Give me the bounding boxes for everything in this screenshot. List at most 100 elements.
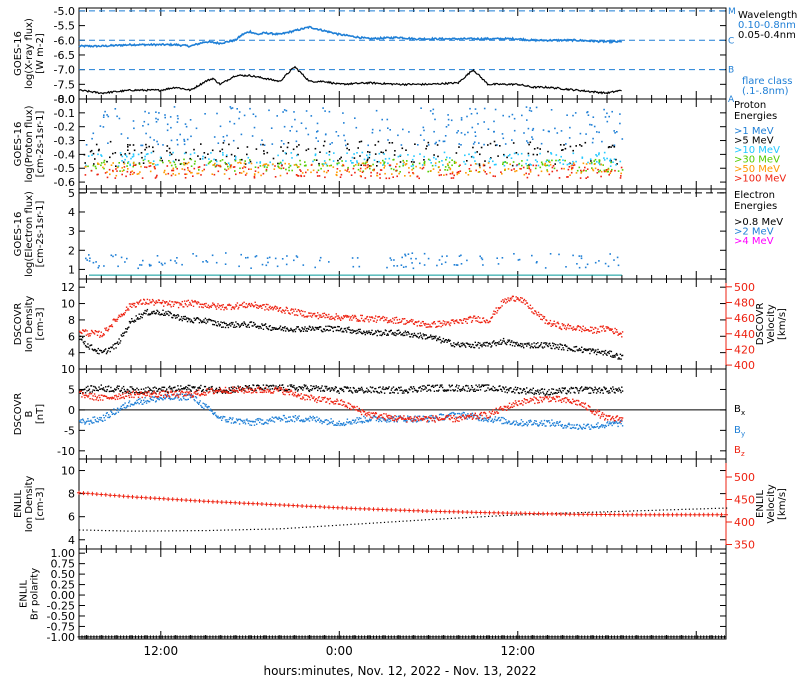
- data-point: [412, 421, 414, 423]
- data-point: [453, 390, 456, 392]
- data-point: [320, 167, 322, 170]
- data-point: [590, 161, 593, 164]
- data-point: [359, 167, 362, 170]
- data-point: [241, 420, 244, 422]
- data-point: [543, 317, 545, 319]
- data-point: [206, 390, 208, 392]
- data-point: [170, 126, 172, 129]
- data-point: [273, 168, 276, 170]
- data-point: [398, 172, 400, 175]
- data-point: [507, 297, 509, 299]
- data-point: [432, 416, 434, 419]
- data-point: [497, 155, 499, 157]
- data-point: [505, 419, 507, 421]
- data-point: [460, 414, 462, 416]
- data-point: [621, 425, 624, 427]
- data-point: [594, 386, 596, 388]
- data-point: [249, 160, 252, 163]
- data-point: [422, 389, 424, 391]
- data-point: [144, 155, 146, 158]
- data-point: [116, 396, 118, 398]
- data-point: [423, 164, 426, 166]
- data-point: [607, 421, 609, 423]
- data-point: [391, 387, 393, 390]
- data-point: [98, 148, 100, 151]
- data-point: [367, 144, 369, 147]
- data-point: [304, 161, 306, 163]
- data-point: [259, 421, 261, 424]
- data-point: [472, 389, 474, 391]
- data-point: [95, 143, 98, 146]
- data-point: [302, 328, 304, 330]
- data-point: [352, 167, 355, 170]
- data-point: [295, 163, 297, 166]
- data-point: [168, 386, 170, 389]
- legend-item: >50 MeV: [734, 164, 780, 175]
- data-point: [548, 389, 550, 391]
- y-label: GOES-16 log(X-ray flux) [W m-2]: [13, 18, 46, 89]
- data-point: [438, 389, 440, 391]
- data-point: [372, 333, 374, 336]
- data-point: [282, 150, 284, 152]
- data-point: [143, 299, 146, 301]
- data-point: [189, 301, 191, 304]
- data-point: [310, 115, 313, 117]
- data-point: [116, 170, 118, 172]
- data-point: [177, 388, 180, 390]
- data-point: [396, 265, 399, 267]
- data-point: [446, 156, 448, 159]
- data-point: [519, 167, 521, 170]
- data-point: [117, 265, 119, 268]
- data-point: [282, 167, 285, 169]
- data-point: [506, 162, 508, 164]
- data-point: [403, 331, 405, 334]
- data-point: [166, 394, 169, 396]
- data-point: [218, 417, 221, 419]
- data-point: [187, 161, 190, 164]
- data-point: [94, 349, 96, 351]
- data-point: [180, 162, 183, 165]
- data-point: [128, 390, 131, 392]
- data-point: [533, 342, 535, 344]
- data-point: [598, 161, 601, 163]
- data-point: [133, 403, 135, 406]
- data-point: [165, 173, 167, 176]
- data-point: [376, 174, 378, 177]
- data-point: [234, 155, 236, 157]
- data-point: [369, 316, 371, 318]
- data-point: [482, 385, 485, 387]
- data-point: [243, 419, 245, 422]
- data-point: [517, 153, 519, 156]
- data-point: [79, 420, 81, 422]
- data-point: [247, 385, 249, 388]
- data-point: [263, 163, 265, 166]
- data-point: [512, 421, 514, 423]
- data-point: [361, 388, 363, 390]
- data-point: [361, 151, 364, 154]
- data-point: [285, 309, 287, 311]
- data-point: [589, 348, 592, 350]
- data-point: [198, 322, 201, 324]
- data-point: [335, 386, 337, 389]
- data-point: [286, 255, 288, 257]
- y-tick-label: -7.5: [54, 78, 75, 91]
- data-point: [170, 164, 173, 167]
- data-point: [554, 127, 556, 130]
- data-point: [89, 344, 91, 347]
- data-point: [100, 384, 102, 386]
- data-point: [494, 389, 497, 392]
- data-point: [406, 160, 408, 162]
- data-point: [544, 342, 546, 344]
- data-point: [450, 319, 453, 321]
- data-point: [224, 161, 226, 164]
- data-point: [445, 126, 448, 128]
- data-point: [377, 329, 379, 332]
- data-point: [598, 170, 600, 173]
- data-point: [546, 420, 548, 422]
- data-point: [336, 422, 338, 424]
- data-point: [209, 319, 211, 321]
- data-point: [598, 387, 601, 389]
- data-point: [535, 420, 537, 422]
- data-point: [548, 322, 550, 324]
- data-point: [252, 304, 254, 307]
